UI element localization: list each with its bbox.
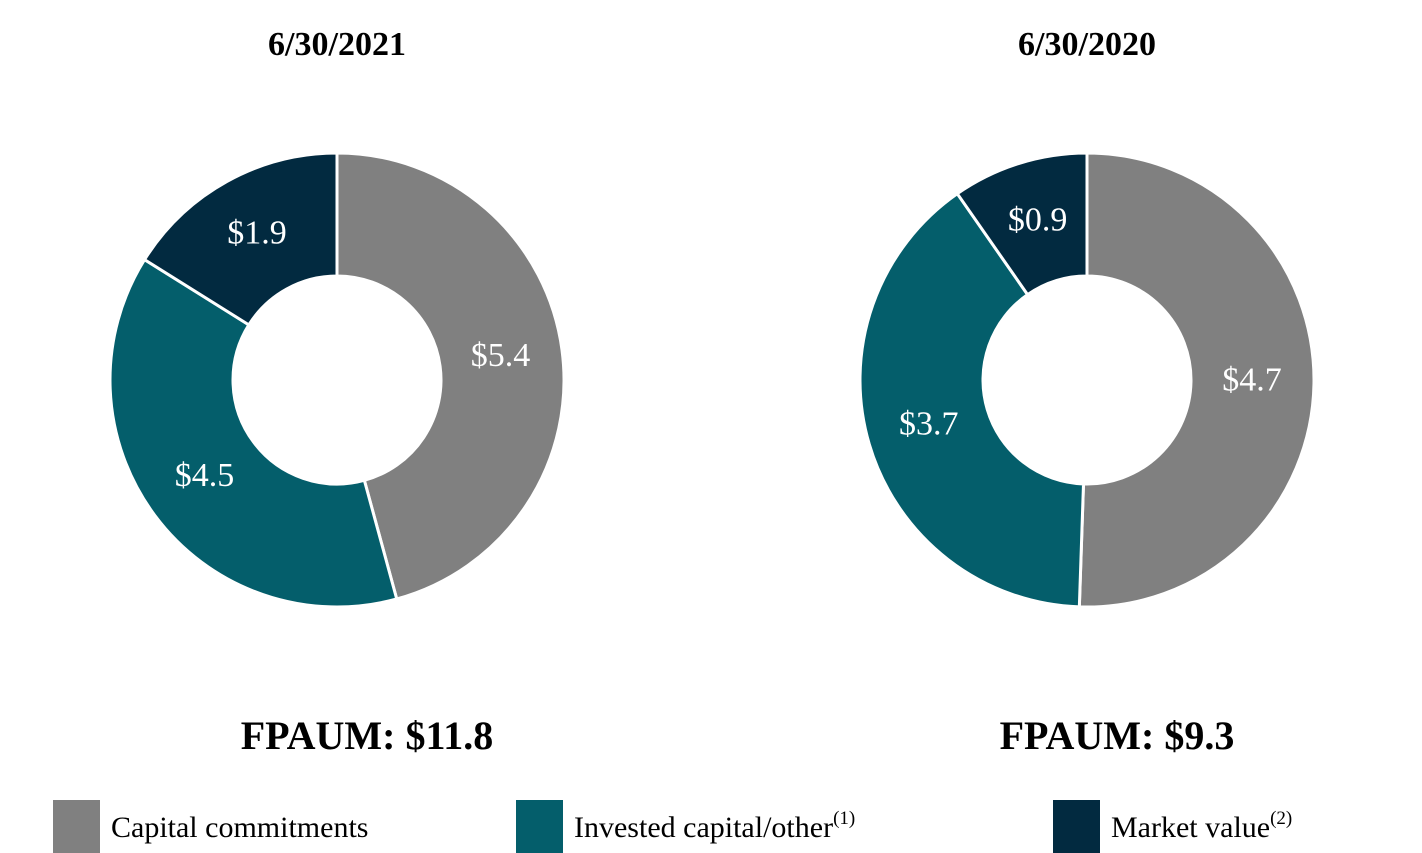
chart-title: 6/30/2021 (268, 26, 406, 63)
legend-label: Market value(2) (1111, 808, 1292, 844)
donut-slice (142, 151, 339, 327)
legend-text: Market value (1111, 811, 1270, 844)
total-annotation: FPAUM: $9.3 (1000, 713, 1235, 758)
legend-swatch (516, 800, 563, 853)
legend-swatch (53, 800, 100, 853)
legend-note: (1) (833, 808, 855, 829)
donut-slice (858, 191, 1086, 609)
legend-note: (2) (1270, 808, 1292, 829)
value-label: $0.9 (1008, 201, 1068, 238)
donut-slice (108, 257, 399, 609)
chart-title: 6/30/2020 (1018, 26, 1156, 63)
legend-swatch (1053, 800, 1100, 853)
legend-text: Invested capital/other (574, 811, 833, 844)
donut-slice (955, 151, 1089, 297)
value-label: $4.5 (175, 457, 235, 494)
total-annotation: FPAUM: $11.8 (241, 713, 494, 758)
legend-label: Invested capital/other(1) (574, 808, 855, 844)
donut-slice (335, 151, 566, 601)
value-label: $3.7 (899, 406, 959, 443)
value-label: $1.9 (227, 214, 287, 251)
legend-label: Capital commitments (111, 811, 368, 844)
value-label: $5.4 (471, 337, 531, 374)
value-label: $4.7 (1222, 362, 1282, 399)
legend-text: Capital commitments (111, 811, 368, 844)
donut-slice (1077, 151, 1316, 609)
